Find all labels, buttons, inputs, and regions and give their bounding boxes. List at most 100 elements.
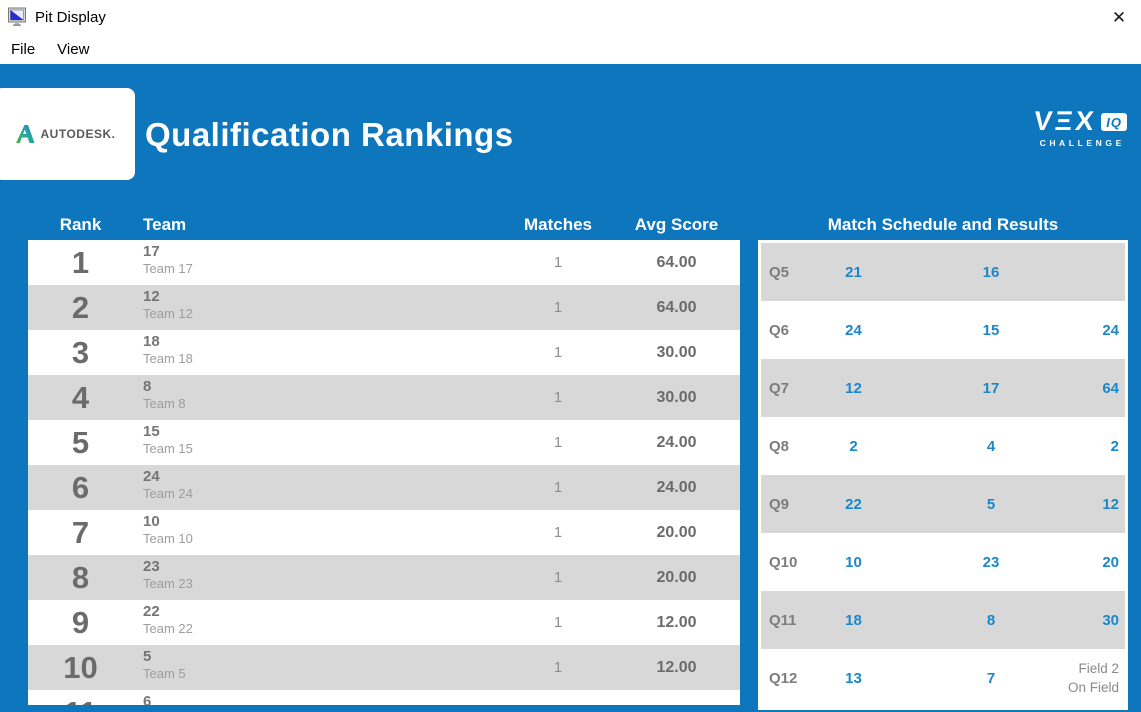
match-score-cell: 20 — [1102, 554, 1125, 571]
rank-value: 3 — [71, 335, 90, 370]
page-title: Qualification Rankings — [145, 116, 514, 153]
matches-value: 1 — [553, 569, 563, 586]
team-cell: 5 Team 5 — [133, 645, 503, 690]
team-number: 10 — [143, 513, 160, 530]
rankings-table: 1 17 Team 17 1 64.00 2 12 Team 12 1 64.0… — [28, 240, 740, 705]
team-cell: 8 Team 8 — [133, 375, 503, 420]
ranking-row-10: 10 5 Team 5 1 12.00 — [28, 645, 740, 690]
team-number: 6 — [143, 693, 152, 705]
rank-value: 4 — [71, 380, 90, 415]
team-cell: 15 Team 15 — [133, 420, 503, 465]
avg-score-value: 30.00 — [656, 343, 697, 361]
team-cell: 22 Team 22 — [133, 600, 503, 645]
ranking-row-6: 6 24 Team 24 1 24.00 — [28, 465, 740, 510]
rank-value: 10 — [63, 650, 98, 685]
match-team1: 24 — [845, 321, 862, 339]
team-cell: 23 Team 23 — [133, 555, 503, 600]
vex-wordmark: VΞX — [1032, 106, 1098, 136]
match-team2: 7 — [986, 669, 996, 687]
matches-value: 1 — [503, 704, 613, 705]
rank-value: 2 — [71, 290, 90, 325]
team-name: Team 12 — [143, 306, 193, 321]
match-score: 30 — [1102, 611, 1119, 629]
match-score-cell: 64 — [1102, 380, 1125, 397]
match-score-cell: 2 — [1111, 438, 1125, 455]
matches-value: 1 — [553, 344, 563, 361]
team-number: 18 — [143, 333, 160, 350]
vex-iq-badge: IQ — [1101, 112, 1127, 131]
window-title: Pit Display — [35, 8, 106, 26]
team-cell: 24 Team 24 — [133, 465, 503, 510]
avg-score-value: 5.00 — [613, 704, 740, 706]
match-score-cell: Field 2 On Field — [1068, 659, 1125, 697]
match-label: Q12 — [769, 669, 798, 687]
match-team1: 21 — [845, 263, 862, 281]
match-team1: 12 — [845, 379, 862, 397]
match-score: 2 — [1110, 437, 1119, 455]
team-name: Team 24 — [143, 486, 193, 501]
match-row-q11: Q11 18 8 30 — [761, 591, 1125, 649]
rankings-header-row: Rank Team Matches Avg Score — [28, 210, 740, 240]
match-team1: 13 — [845, 669, 862, 687]
match-label: Q8 — [769, 437, 790, 455]
match-row-q9: Q9 22 5 12 — [761, 475, 1125, 533]
team-name: Team 15 — [143, 441, 193, 456]
match-score: 64 — [1102, 379, 1119, 397]
ranking-row-1: 1 17 Team 17 1 64.00 — [28, 240, 740, 285]
app-monitor-icon — [8, 7, 26, 26]
match-team1: 2 — [849, 437, 858, 455]
close-icon[interactable]: ✕ — [1111, 8, 1127, 27]
match-schedule-title: Match Schedule and Results — [827, 215, 1059, 234]
col-header-avg-score: Avg Score — [634, 215, 719, 234]
team-name: Team 8 — [143, 396, 186, 411]
ranking-row-4: 4 8 Team 8 1 30.00 — [28, 375, 740, 420]
match-row-q6: Q6 24 15 24 — [761, 301, 1125, 359]
match-label: Q7 — [769, 379, 790, 397]
menu-bar: File View — [0, 34, 1141, 64]
match-row-q7: Q7 12 17 64 — [761, 359, 1125, 417]
team-number: 17 — [143, 243, 160, 260]
ranking-row-11: 11 6 1 5.00 — [28, 690, 740, 705]
match-field-status: On Field — [1067, 680, 1119, 695]
avg-score-value: 12.00 — [656, 658, 697, 676]
team-cell: 10 Team 10 — [133, 510, 503, 555]
avg-score-value: 20.00 — [656, 568, 697, 586]
match-team2: 8 — [986, 611, 996, 629]
team-name: Team 10 — [143, 531, 193, 546]
autodesk-logo: AUTODESK. — [0, 88, 135, 180]
ranking-row-2: 2 12 Team 12 1 64.00 — [28, 285, 740, 330]
match-label: Q10 — [769, 553, 798, 571]
team-number: 8 — [143, 378, 152, 395]
matches-value: 1 — [553, 389, 563, 406]
rank-value: 1 — [71, 245, 90, 280]
rank-value: 8 — [71, 560, 90, 595]
team-number: 23 — [143, 558, 160, 575]
match-row-q10: Q10 10 23 20 — [761, 533, 1125, 591]
match-score-cell: 24 — [1102, 322, 1125, 339]
match-field-label: Field 2 — [1078, 661, 1119, 676]
avg-score-value: 24.00 — [656, 433, 697, 451]
menu-file[interactable]: File — [11, 40, 36, 58]
team-number: 24 — [143, 468, 160, 485]
match-score: 20 — [1102, 553, 1119, 571]
col-header-rank: Rank — [59, 215, 102, 234]
match-team2: 16 — [982, 263, 1000, 281]
team-number: 15 — [143, 423, 160, 440]
avg-score-value: 30.00 — [656, 388, 697, 406]
match-score-cell: 30 — [1102, 612, 1125, 629]
matches-value: 1 — [553, 254, 563, 271]
ranking-row-5: 5 15 Team 15 1 24.00 — [28, 420, 740, 465]
team-name: Team 23 — [143, 576, 193, 591]
match-label: Q9 — [769, 495, 790, 513]
match-team2: 17 — [982, 379, 1000, 397]
match-score: 12 — [1102, 495, 1119, 513]
avg-score-value: 64.00 — [656, 253, 697, 271]
rank-value: 5 — [71, 425, 90, 460]
match-label: Q11 — [769, 611, 797, 629]
menu-view[interactable]: View — [57, 40, 90, 58]
vex-challenge-text: CHALLENGE — [1039, 138, 1125, 148]
match-row-q12: Q12 13 7 Field 2 On Field — [761, 649, 1125, 707]
matches-value: 1 — [553, 524, 563, 541]
avg-score-value: 20.00 — [656, 523, 697, 541]
match-team1: 18 — [845, 611, 862, 629]
